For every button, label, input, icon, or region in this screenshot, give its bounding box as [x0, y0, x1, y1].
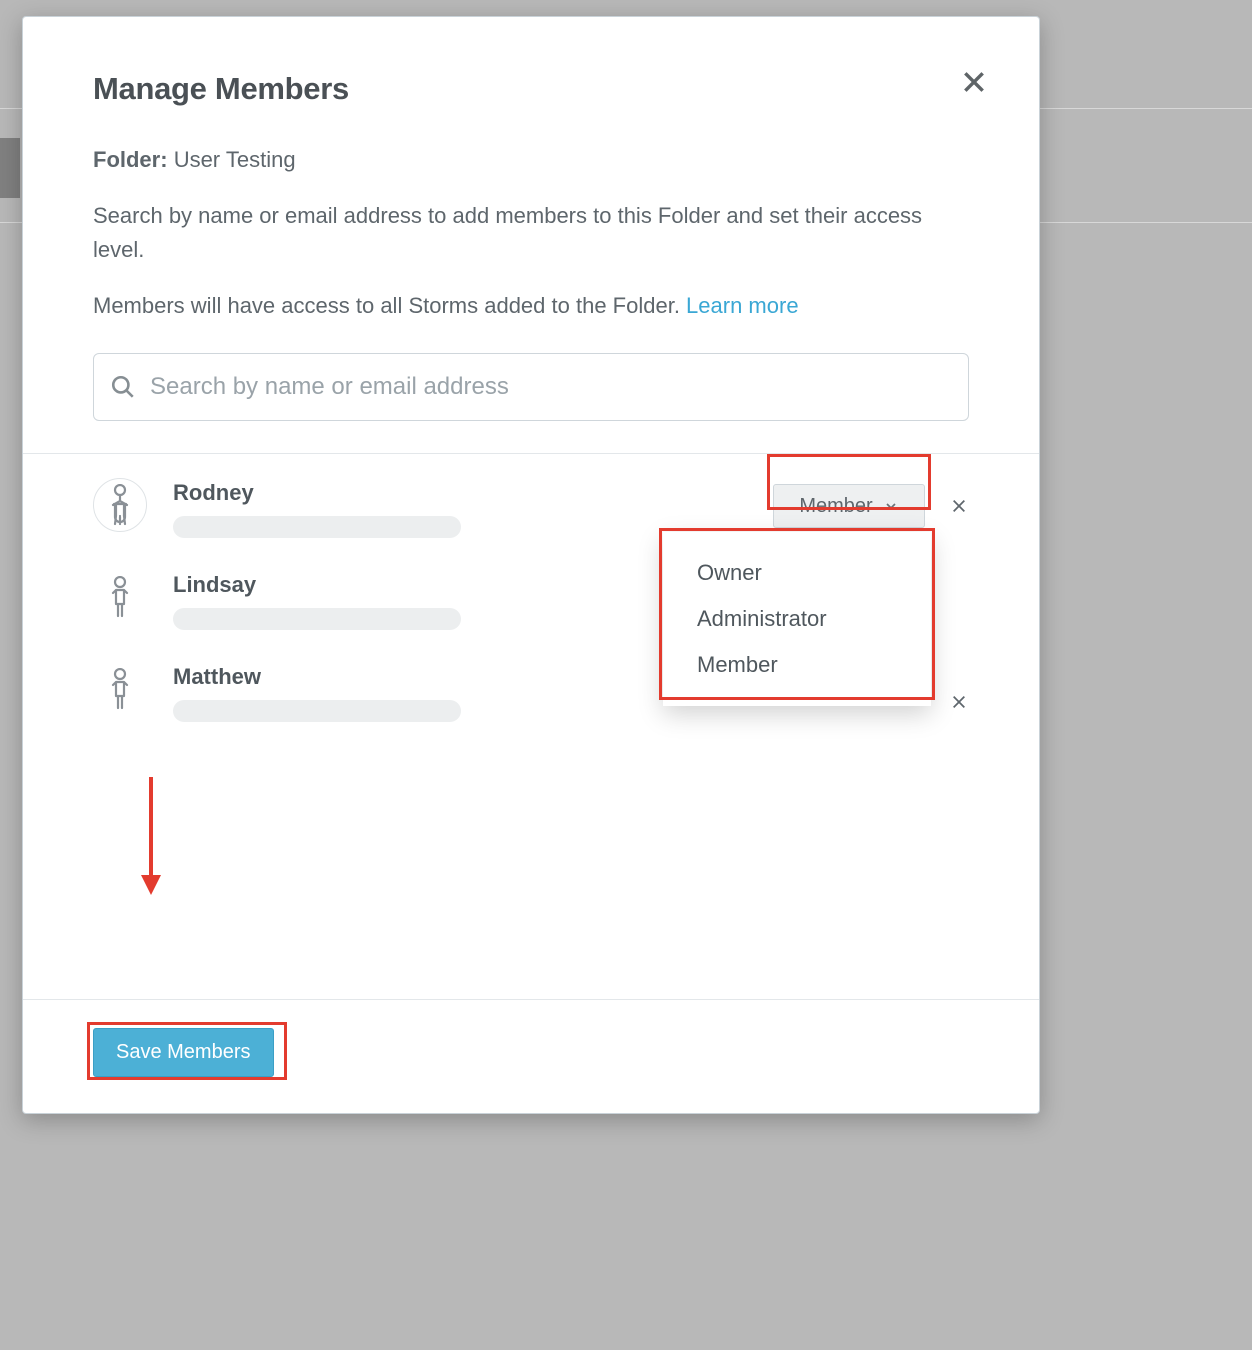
remove-member-button[interactable]	[945, 492, 973, 520]
role-option-administrator[interactable]: Administrator	[663, 596, 931, 642]
access-note-text: Members will have access to all Storms a…	[93, 293, 686, 318]
role-select[interactable]: Member	[773, 484, 925, 528]
role-dropdown: Owner Administrator Member	[663, 532, 931, 706]
role-option-owner[interactable]: Owner	[663, 550, 931, 596]
member-email-redacted	[173, 608, 461, 630]
role-option-member[interactable]: Member	[663, 642, 931, 688]
search-icon	[110, 374, 136, 400]
role-select-value: Member	[799, 495, 872, 518]
member-list: Rodney Member	[93, 454, 969, 750]
close-icon	[961, 69, 987, 95]
chevron-down-icon	[883, 498, 899, 514]
search-field[interactable]	[93, 353, 969, 421]
person-icon	[107, 484, 133, 526]
access-note: Members will have access to all Storms a…	[93, 289, 969, 323]
member-email-redacted	[173, 516, 461, 538]
modal-footer: Save Members	[23, 999, 1039, 1113]
modal-header: Manage Members	[23, 17, 1039, 107]
description-text: Search by name or email address to add m…	[93, 199, 969, 267]
search-input[interactable]	[150, 373, 952, 401]
avatar	[93, 570, 147, 624]
manage-members-modal: Manage Members Folder: User Testing Sear…	[22, 16, 1040, 1114]
person-icon	[107, 668, 133, 710]
folder-name: User Testing	[174, 147, 296, 172]
avatar	[93, 662, 147, 716]
folder-label: Folder:	[93, 147, 168, 172]
close-button[interactable]	[957, 65, 991, 99]
learn-more-link[interactable]: Learn more	[686, 293, 799, 318]
person-icon	[107, 576, 133, 618]
save-members-button[interactable]: Save Members	[93, 1028, 274, 1077]
modal-title: Manage Members	[93, 71, 969, 107]
member-email-redacted	[173, 700, 461, 722]
close-icon	[951, 498, 967, 514]
avatar	[93, 478, 147, 532]
modal-body: Folder: User Testing Search by name or e…	[23, 107, 1039, 750]
folder-line: Folder: User Testing	[93, 147, 969, 173]
